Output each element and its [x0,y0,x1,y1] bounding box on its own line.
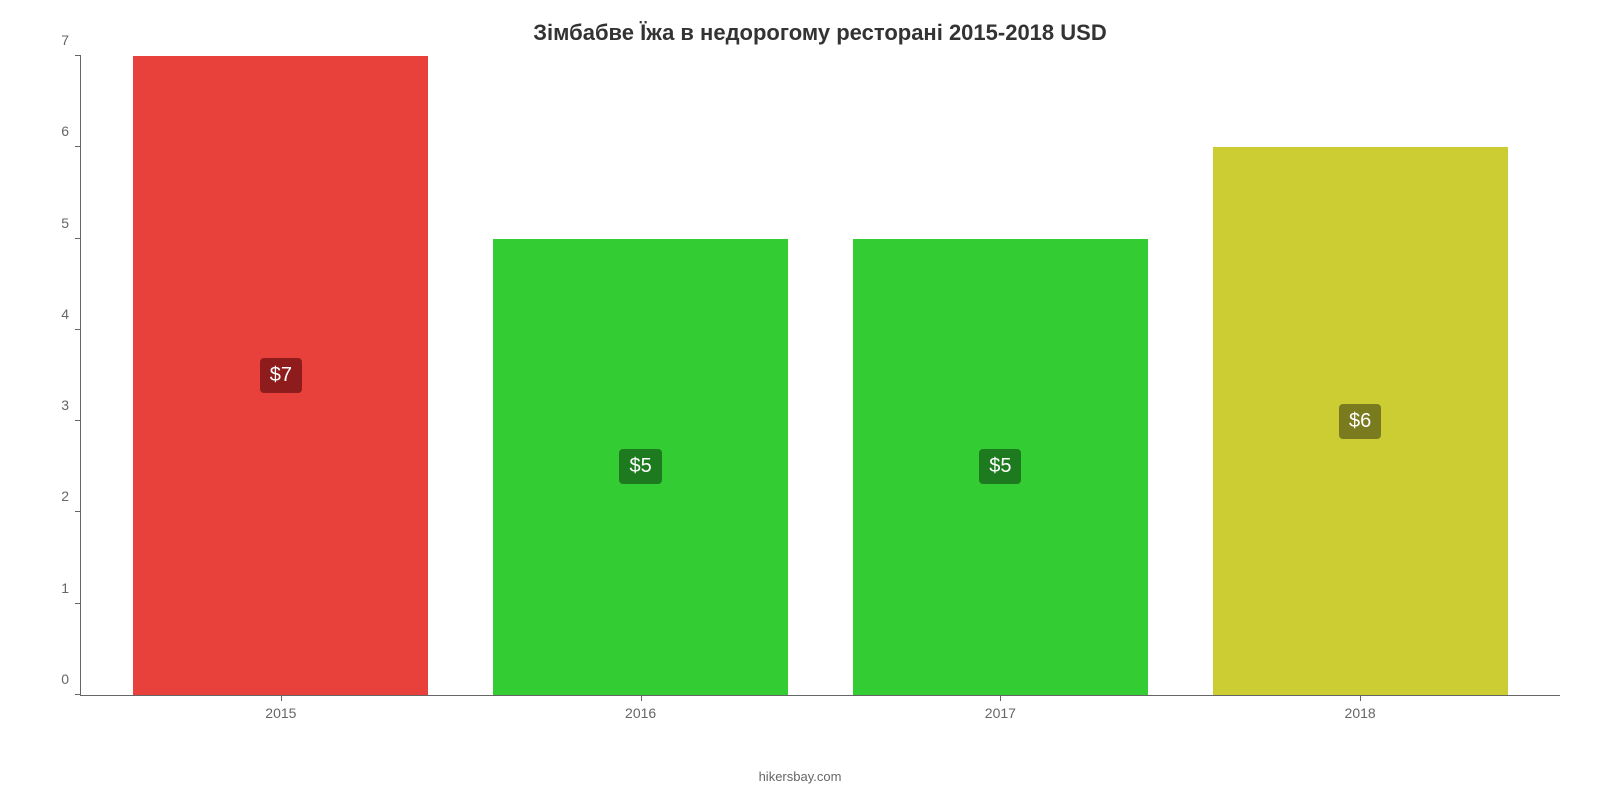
plot-area: $72015$52016$52017$62018 01234567 [80,56,1560,696]
bar-slot: $72015 [101,56,461,695]
x-tick-label: 2017 [985,705,1016,721]
chart-title: Зімбабве Їжа в недорогому ресторані 2015… [80,20,1560,46]
bar-value-label: $6 [1339,404,1381,439]
bar: $6 [1213,147,1508,695]
bar: $5 [493,239,788,695]
bar-value-label: $5 [619,449,661,484]
bar-slot: $62018 [1180,56,1540,695]
y-tick-label: 2 [61,488,69,504]
source-attribution: hikersbay.com [759,769,842,784]
y-tick [75,511,81,512]
y-tick-label: 3 [61,397,69,413]
bar: $7 [133,56,428,695]
y-tick-label: 0 [61,671,69,687]
chart-container: Зімбабве Їжа в недорогому ресторані 2015… [0,0,1600,800]
x-tick-label: 2016 [625,705,656,721]
y-tick [75,238,81,239]
x-tick [1000,695,1001,701]
y-tick [75,420,81,421]
y-tick [75,146,81,147]
bar-value-label: $7 [260,358,302,393]
x-tick [1360,695,1361,701]
y-tick-label: 6 [61,123,69,139]
y-tick-label: 7 [61,32,69,48]
x-tick [281,695,282,701]
x-tick-label: 2018 [1345,705,1376,721]
bar: $5 [853,239,1148,695]
bars-group: $72015$52016$52017$62018 [81,56,1560,695]
bar-value-label: $5 [979,449,1021,484]
y-tick [75,55,81,56]
y-tick-label: 5 [61,215,69,231]
bar-slot: $52016 [461,56,821,695]
y-tick [75,329,81,330]
y-tick-label: 1 [61,580,69,596]
y-tick-label: 4 [61,306,69,322]
y-tick [75,694,81,695]
x-tick [641,695,642,701]
bar-slot: $52017 [821,56,1181,695]
x-tick-label: 2015 [265,705,296,721]
y-tick [75,603,81,604]
